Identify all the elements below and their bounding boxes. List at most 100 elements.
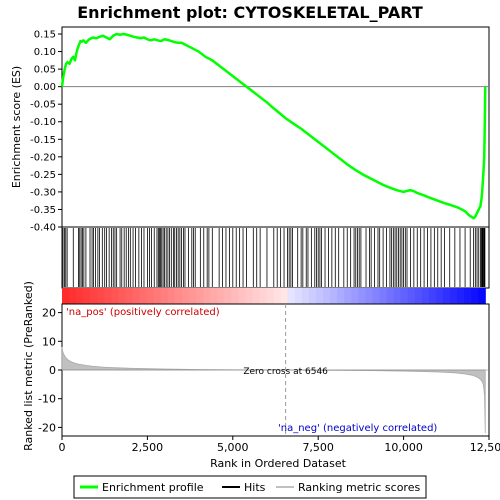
color-band-segment	[174, 288, 183, 304]
color-band-segment	[181, 288, 190, 304]
es-y-tick-label: 0.00	[34, 82, 56, 93]
color-band-segment	[160, 288, 169, 304]
color-band-segment	[252, 288, 261, 304]
color-band-segment	[428, 288, 437, 304]
color-band-segment	[62, 288, 70, 304]
color-band-segment	[217, 288, 225, 304]
color-band-segment	[308, 288, 317, 304]
color-band-segment	[69, 288, 77, 304]
metric-y-axis-label: Ranked list metric (PreRanked)	[22, 281, 35, 451]
color-band-segment	[337, 288, 345, 304]
metric-y-tick-label: 0	[49, 364, 56, 377]
x-tick-label: 7,500	[302, 441, 334, 454]
ranked-metric-panel: -20 -10 0 10 20 Zero cross at 6546 'na_pos' …	[22, 281, 490, 451]
x-axis: 0 2,500 5,000 7,500 10,000 12,500 Rank in Ord…	[59, 435, 500, 470]
x-axis-label: Rank in Ordered Dataset	[210, 457, 347, 470]
es-y-tick-label: -0.20	[30, 152, 56, 163]
correlation-color-band	[62, 288, 486, 304]
metric-y-tick-label: 10	[42, 335, 56, 348]
color-band-segment	[407, 288, 416, 304]
color-band-segment	[449, 288, 458, 304]
color-band-segment	[273, 288, 282, 304]
color-band-segment	[464, 288, 472, 304]
color-band-segment	[372, 288, 381, 304]
color-band-segment	[421, 288, 430, 304]
color-band-segment	[210, 288, 218, 304]
es-y-tick-label: -0.30	[30, 187, 56, 198]
color-band-segment	[344, 288, 352, 304]
color-band-segment	[301, 288, 310, 304]
color-band-segment	[393, 288, 402, 304]
es-y-tick-label: -0.35	[30, 205, 56, 216]
color-band-segment	[400, 288, 409, 304]
es-y-tick-label: 0.10	[34, 47, 56, 58]
zero-cross-label: Zero cross at 6546	[243, 367, 328, 377]
color-band-segment	[90, 288, 98, 304]
color-band-segment	[457, 288, 465, 304]
color-band-segment	[386, 288, 395, 304]
color-band-segment	[76, 288, 84, 304]
color-band-segment	[238, 288, 247, 304]
color-band-segment	[330, 288, 338, 304]
es-y-tick-label: -0.40	[30, 223, 56, 234]
color-band-segment	[118, 288, 127, 304]
color-band-segment	[358, 288, 366, 304]
color-band-segment	[471, 288, 479, 304]
color-band-segment	[365, 288, 373, 304]
color-band-segment	[294, 288, 303, 304]
es-curve-layer	[60, 32, 487, 220]
color-band-segment	[231, 288, 239, 304]
color-band-segment	[188, 288, 197, 304]
color-band-segment	[104, 288, 112, 304]
x-axis-ticks: 0 2,500 5,000 7,500 10,000 12,500	[59, 435, 500, 454]
color-band-segment	[139, 288, 148, 304]
metric-y-tick-label: -20	[38, 421, 56, 434]
legend: Enrichment profile Hits Ranking metric s…	[73, 475, 427, 499]
es-y-tick-label: 0.05	[34, 65, 56, 76]
es-y-tick-label: -0.25	[30, 170, 56, 181]
color-band-segment	[322, 288, 331, 304]
x-tick-label: 12,500	[470, 441, 500, 454]
es-panel: -0.40 -0.35 -0.30 -0.25 -0.20 -0.15 -0.10 -0.05…	[10, 26, 490, 234]
es-y-axis-label: Enrichment score (ES)	[10, 66, 23, 188]
chart-title: Enrichment plot: CYTOSKELETAL_PART	[77, 3, 423, 22]
legend-label-ranking-metric-scores: Ranking metric scores	[298, 481, 420, 494]
legend-label-enrichment-profile: Enrichment profile	[102, 481, 204, 494]
legend-label-hits: Hits	[244, 481, 266, 494]
x-tick-label: 5,000	[217, 441, 249, 454]
enrichment-profile-line	[60, 32, 487, 220]
negative-correlation-label: 'na_neg' (negatively correlated)	[278, 423, 437, 434]
color-band-segment	[435, 288, 444, 304]
metric-y-tick-label: 20	[42, 307, 56, 320]
metric-y-tick-label: -10	[38, 393, 56, 406]
es-y-axis-ticks: -0.40 -0.35 -0.30 -0.25 -0.20 -0.15 -0.10 -0.05…	[30, 30, 62, 234]
color-band-segment	[351, 288, 359, 304]
es-y-tick-label: -0.10	[30, 117, 56, 128]
es-y-tick-label: 0.15	[34, 30, 56, 41]
es-y-tick-label: -0.15	[30, 135, 56, 146]
color-band-segment	[203, 288, 211, 304]
x-tick-label: 2,500	[132, 441, 164, 454]
color-band-segment	[315, 288, 324, 304]
color-band-segment	[379, 288, 388, 304]
color-band-segment	[146, 288, 155, 304]
color-band-segment	[111, 288, 120, 304]
color-band-segment	[287, 288, 296, 304]
x-tick-label: 10,000	[384, 441, 423, 454]
color-band-segment	[442, 288, 451, 304]
legend-frame	[73, 475, 427, 499]
hits-layer	[62, 228, 486, 287]
color-band-segment	[478, 288, 486, 304]
x-tick-label: 0	[59, 441, 66, 454]
color-band-segment	[245, 288, 254, 304]
metric-fill-layer	[61, 346, 489, 434]
color-band-segment	[97, 288, 105, 304]
color-band-segment	[125, 288, 134, 304]
color-band-segment	[83, 288, 91, 304]
color-band-segment	[167, 288, 176, 304]
color-band-segment	[224, 288, 232, 304]
es-y-tick-label: -0.05	[30, 100, 56, 111]
color-band-segment	[266, 288, 275, 304]
color-band-segment	[132, 288, 141, 304]
